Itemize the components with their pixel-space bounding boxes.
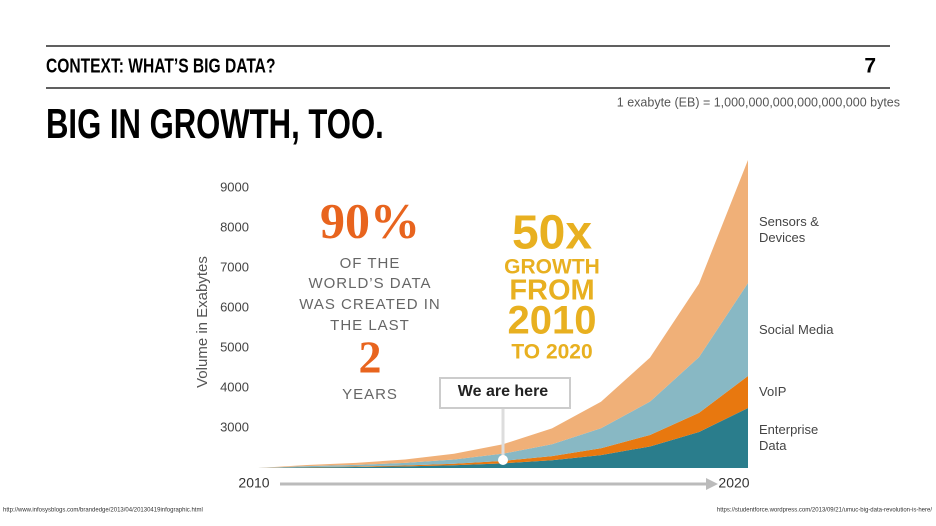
area: [258, 160, 748, 468]
unit-note: 1 exabyte (EB) = 1,000,000,000,000,000,0…: [617, 95, 900, 109]
annotation: OF THE: [340, 255, 401, 272]
annotation: THE LAST: [330, 317, 410, 334]
annotation: We are here: [458, 383, 549, 400]
callout-box: [439, 377, 571, 409]
slide-title: BIG IN GROWTH, TOO.: [46, 101, 384, 148]
annotation: YEARS: [342, 386, 398, 403]
x-axis-arrowhead: [706, 478, 718, 490]
series-label: VoIP: [759, 384, 787, 399]
callout-dot: [498, 455, 508, 465]
source: http://www.infosysblogs.com/brandedge/20…: [3, 508, 203, 514]
annotation: 2: [359, 332, 382, 383]
y-tick-label: 8000: [220, 219, 249, 234]
annotation: 2010: [508, 299, 597, 343]
annotation: FROM: [509, 275, 594, 307]
area: [258, 283, 748, 468]
x-tick-label: 2020: [718, 475, 749, 491]
annotation: TO 2020: [511, 341, 592, 364]
y-tick-label: 7000: [220, 259, 249, 274]
source: https://studentforce.wordpress.com/2013/…: [717, 508, 932, 514]
series-label: Social Media: [759, 322, 834, 337]
series-label: Enterprise Data: [759, 422, 819, 453]
annotation: WORLD’S DATA: [308, 275, 431, 292]
section-title: CONTEXT: WHAT’S BIG DATA?: [46, 54, 275, 76]
y-tick-label: 6000: [220, 299, 249, 314]
annotation: WAS CREATED IN: [299, 296, 441, 313]
y-axis-label: Volume in Exabytes: [194, 256, 211, 388]
annotation: 90%: [320, 192, 420, 248]
series-label: Sensors & Devices: [759, 214, 819, 245]
annotation: 50x: [512, 207, 592, 260]
y-tick-label: 5000: [220, 339, 249, 354]
y-tick-label: 4000: [220, 379, 249, 394]
page-number: 7: [864, 55, 876, 78]
x-tick-label: 2010: [238, 475, 269, 491]
y-tick-label: 9000: [220, 179, 249, 194]
y-tick-label: 3000: [220, 419, 249, 434]
area: [258, 408, 748, 468]
annotation: GROWTH: [504, 256, 600, 279]
area: [258, 376, 748, 468]
